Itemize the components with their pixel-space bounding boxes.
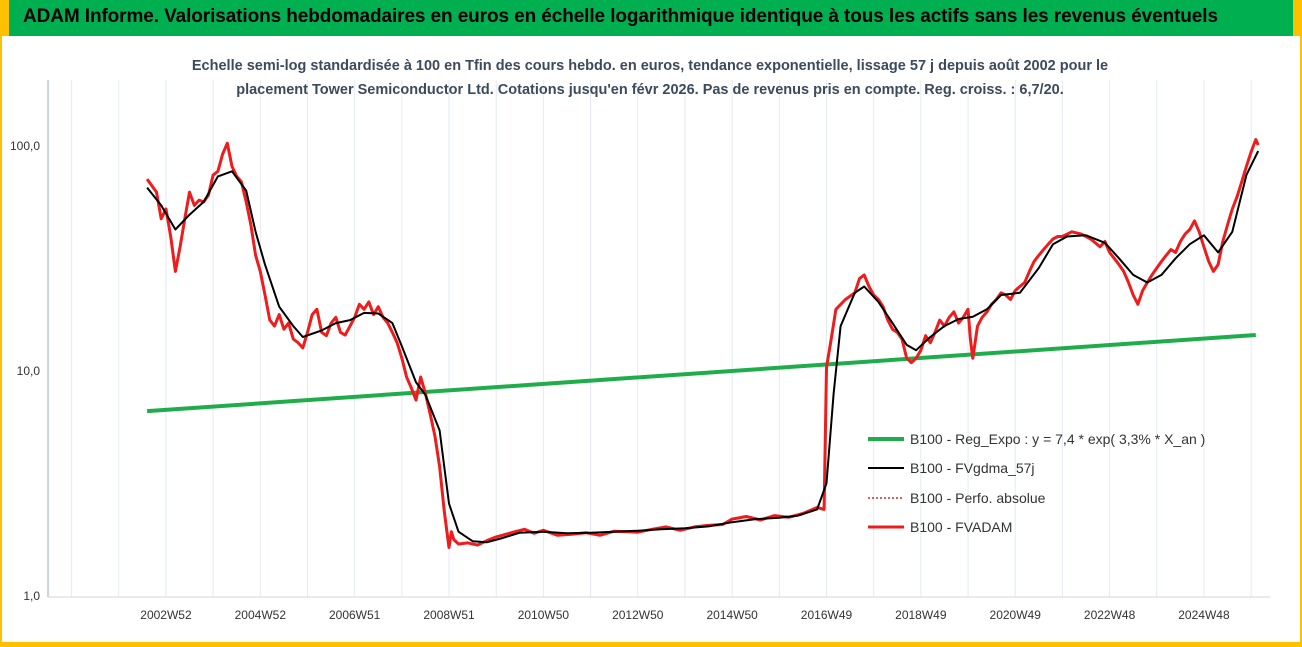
- y-tick-label: 100,0: [10, 139, 40, 153]
- page-title: ADAM Informe. Valorisations hebdomadaire…: [23, 6, 1218, 27]
- chart-subtitle: Echelle semi-log standardisée à 100 en T…: [160, 54, 1140, 102]
- x-tick-label: 2024W48: [1178, 608, 1230, 622]
- legend-label-fv: B100 - FVgdma_57j: [910, 460, 1035, 476]
- grid-lines: [71, 80, 1252, 597]
- y-tick-label: 1,0: [23, 589, 40, 603]
- y-axis-ticks: 1,0 10,0 100,0: [10, 139, 40, 603]
- x-tick-label: 2014W50: [706, 608, 758, 622]
- legend-item-adam: B100 - FVADAM: [868, 519, 1012, 535]
- legend: B100 - Reg_Expo : y = 7,4 * exp( 3,3% * …: [868, 431, 1205, 535]
- x-tick-label: 2018W49: [895, 608, 947, 622]
- series-line-fv: [146, 150, 1260, 544]
- y-tick-label: 10,0: [17, 364, 41, 378]
- x-tick-label: 2020W49: [990, 608, 1042, 622]
- x-tick-label: 2004W52: [235, 608, 287, 622]
- x-tick-label: 2006W51: [329, 608, 381, 622]
- series-line-reg: [146, 333, 1256, 414]
- x-tick-label: 2002W52: [140, 608, 192, 622]
- series-lines: [145, 138, 1260, 549]
- title-banner: ADAM Informe. Valorisations hebdomadaire…: [0, 0, 1302, 36]
- x-tick-label: 2008W51: [423, 608, 475, 622]
- chart-subtitle-line: Echelle semi-log standardisée à 100 en T…: [191, 58, 1109, 74]
- x-tick-label: 2016W49: [801, 608, 853, 622]
- chart-subtitle-line: placement Tower Semiconductor Ltd. Cotat…: [236, 82, 1064, 98]
- x-axis-ticks: 2002W52 2004W52 2006W51 2008W51 2010W50 2012W…: [140, 608, 1230, 622]
- x-tick-label: 2012W50: [612, 608, 664, 622]
- legend-item-fv: B100 - FVgdma_57j: [868, 460, 1035, 476]
- legend-label-adam: B100 - FVADAM: [910, 519, 1012, 535]
- x-tick-label: 2022W48: [1084, 608, 1136, 622]
- legend-item-reg: B100 - Reg_Expo : y = 7,4 * exp( 3,3% * …: [868, 431, 1205, 447]
- chart-frame: [0, 36, 1302, 647]
- legend-label-reg: B100 - Reg_Expo : y = 7,4 * exp( 3,3% * …: [910, 431, 1205, 447]
- series-line-adam: [145, 138, 1260, 549]
- x-tick-label: 2010W50: [518, 608, 570, 622]
- legend-label-perf: B100 - Perfo. absolue: [910, 490, 1046, 506]
- legend-item-perf: B100 - Perfo. absolue: [868, 490, 1046, 506]
